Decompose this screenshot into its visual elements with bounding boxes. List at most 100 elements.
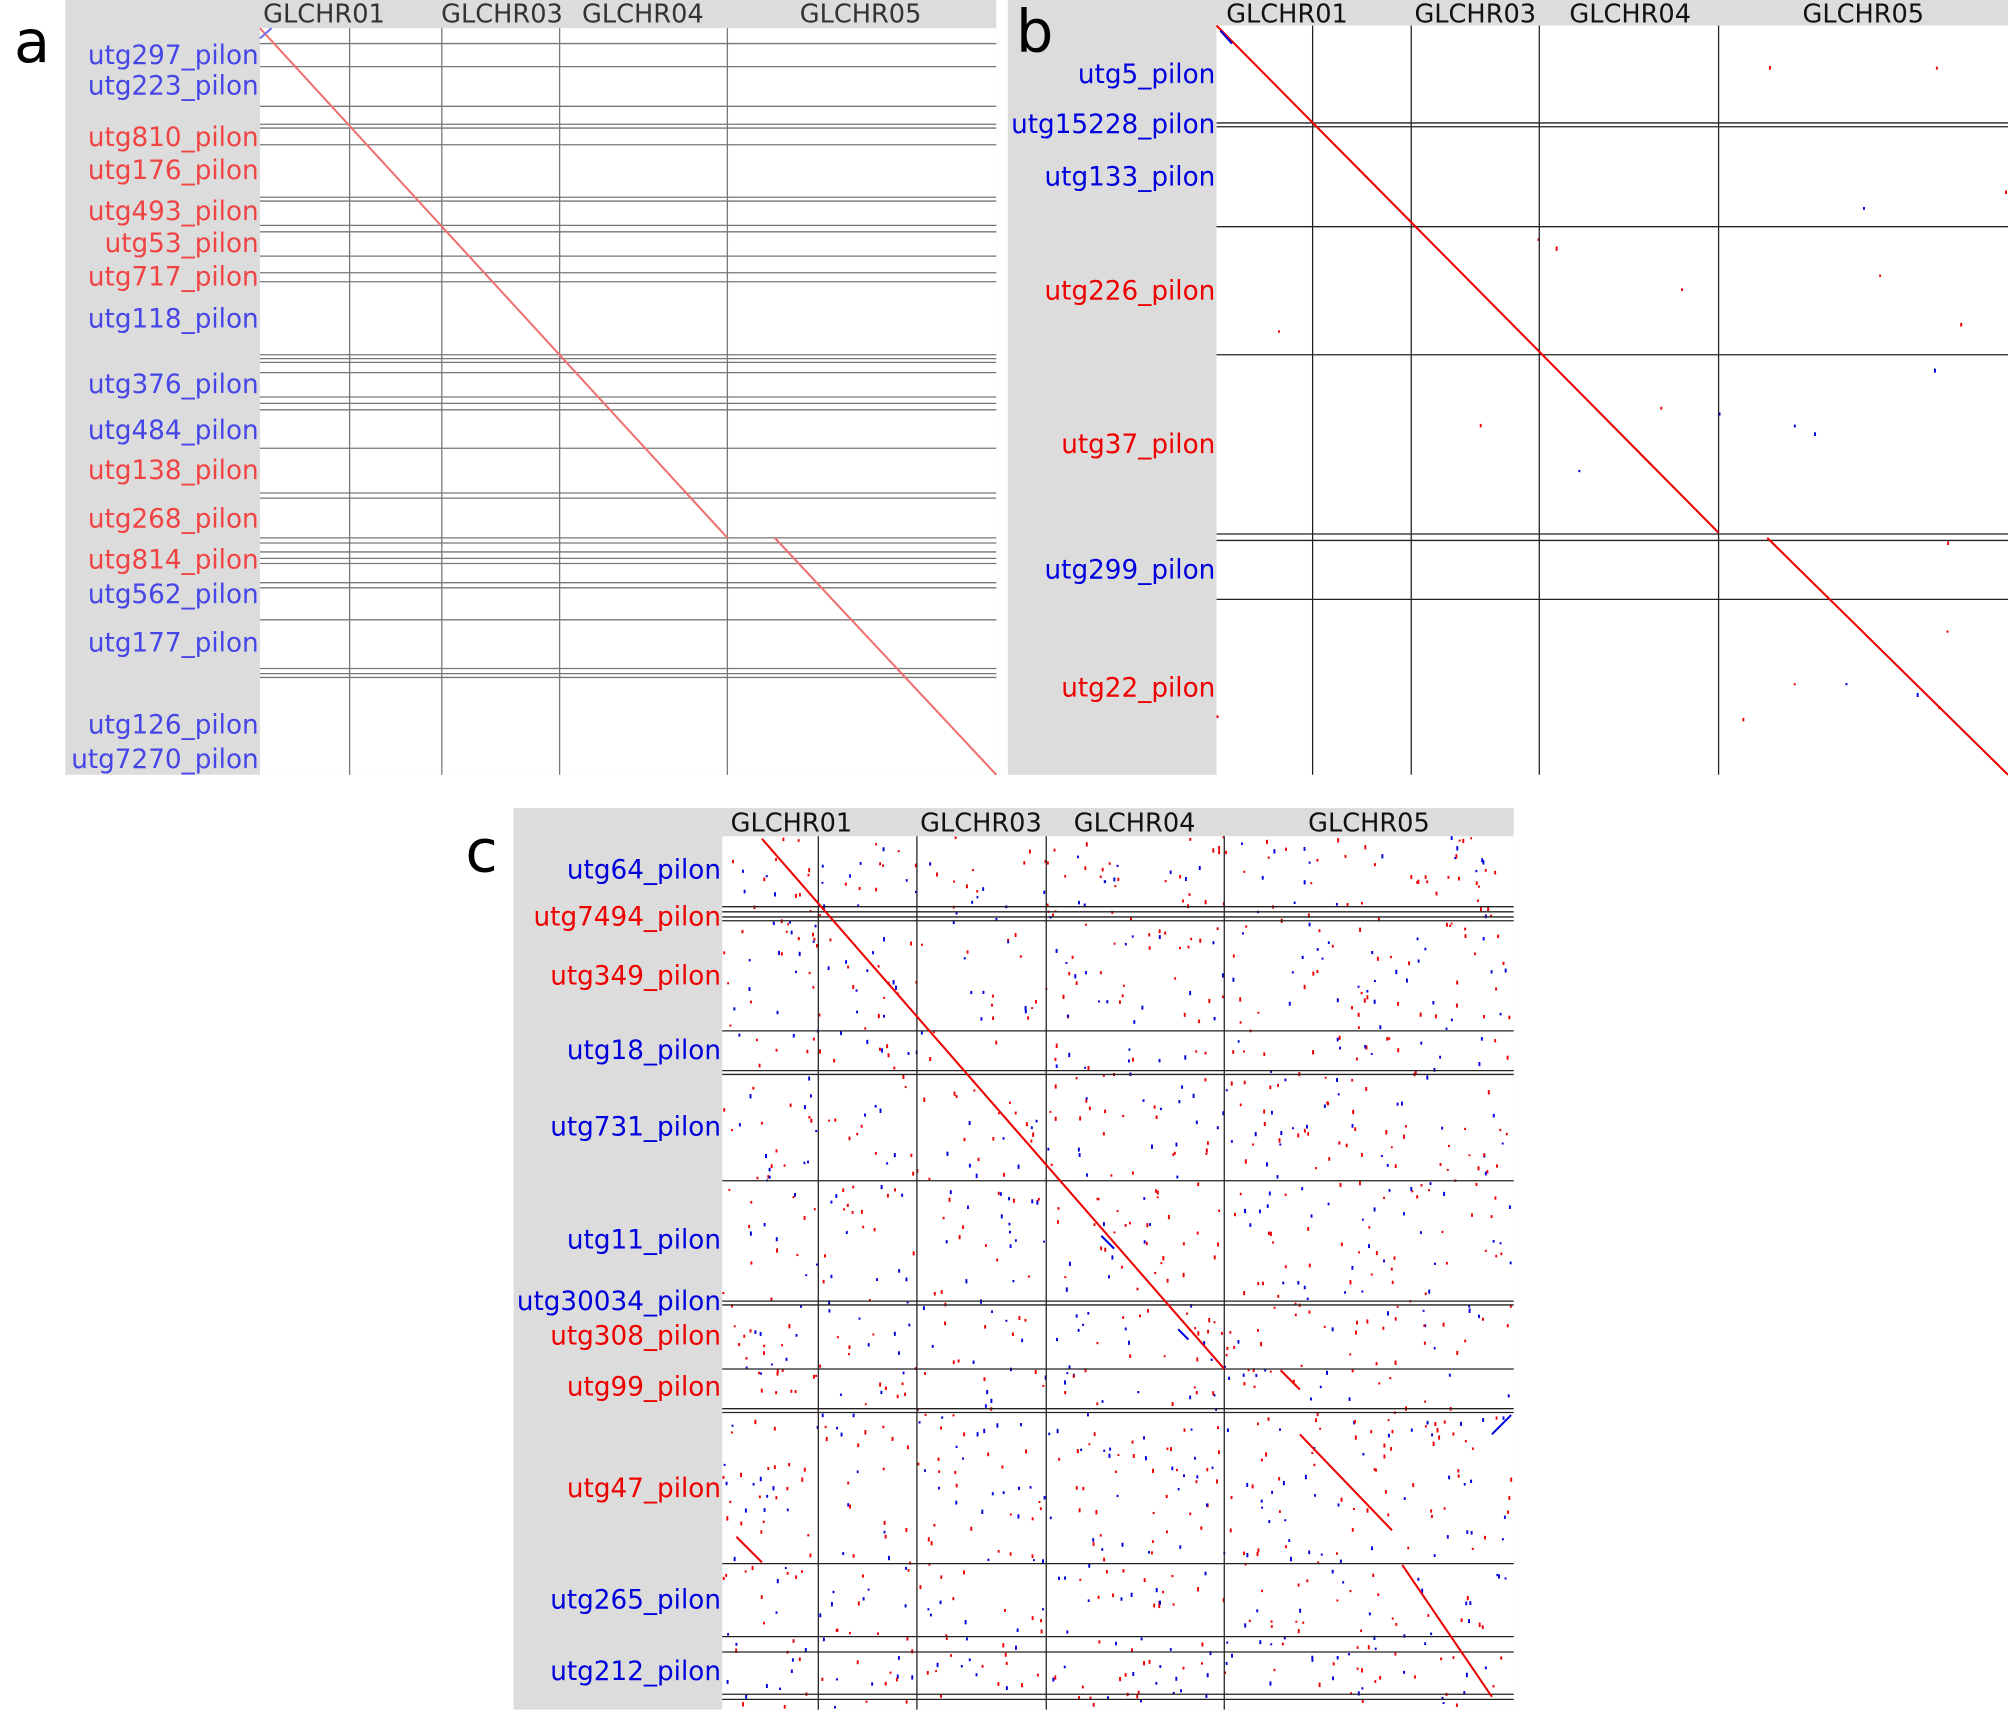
noise-dot xyxy=(995,917,998,921)
noise-dot xyxy=(1417,1577,1420,1581)
contig-label: utg37_pilon xyxy=(1061,430,1215,460)
noise-dot xyxy=(1364,845,1367,850)
noise-dot xyxy=(1229,1528,1232,1533)
noise-dot xyxy=(1255,1373,1258,1377)
noise-dot xyxy=(1358,1251,1361,1254)
noise-dot xyxy=(1458,839,1461,842)
noise-dot xyxy=(902,1371,905,1375)
noise-dot xyxy=(879,1108,882,1113)
noise-dot xyxy=(1933,368,1936,373)
noise-dot xyxy=(1005,1686,1008,1691)
noise-dot xyxy=(1482,1418,1485,1422)
noise-dot xyxy=(1419,1012,1422,1017)
noise-dot xyxy=(1303,880,1306,885)
noise-dot xyxy=(803,1216,806,1220)
noise-dot xyxy=(1303,1128,1306,1133)
noise-dot xyxy=(1350,1692,1353,1695)
noise-dot xyxy=(1424,1425,1427,1428)
noise-dot xyxy=(1260,1499,1263,1503)
noise-dot xyxy=(1164,880,1167,883)
noise-dot xyxy=(883,937,886,942)
noise-dot xyxy=(772,1486,775,1491)
noise-dot xyxy=(1004,1608,1006,1612)
noise-dot xyxy=(1432,1441,1435,1446)
contig-label: utg484_pilon xyxy=(88,416,259,446)
noise-dot xyxy=(1484,869,1487,872)
noise-dot xyxy=(797,839,800,842)
noise-dot xyxy=(1107,1696,1110,1700)
contig-label: utg11_pilon xyxy=(567,1225,721,1255)
noise-dot xyxy=(759,1476,762,1482)
noise-dot xyxy=(1209,1651,1212,1656)
noise-dot xyxy=(1260,1458,1263,1462)
noise-dot xyxy=(795,970,797,974)
noise-dot xyxy=(1371,1546,1373,1551)
noise-dot xyxy=(762,1351,765,1356)
noise-dot xyxy=(1216,715,1219,719)
contig-label: utg265_pilon xyxy=(550,1585,721,1615)
noise-dot xyxy=(1046,903,1049,907)
noise-dot xyxy=(1132,1454,1135,1458)
noise-dot xyxy=(1353,1419,1356,1424)
noise-dot xyxy=(1480,1037,1483,1041)
noise-dot xyxy=(1361,1668,1363,1673)
noise-dot xyxy=(778,950,781,956)
noise-dot xyxy=(1769,65,1771,70)
noise-dot xyxy=(931,1344,934,1348)
noise-dot xyxy=(1183,1428,1186,1432)
noise-dot xyxy=(1483,1015,1485,1019)
noise-dot xyxy=(1234,1212,1237,1217)
chromosome-label: GLCHR04 xyxy=(1569,0,1691,29)
noise-dot xyxy=(1470,837,1473,840)
noise-dot xyxy=(897,850,900,853)
noise-dot xyxy=(1288,1001,1291,1006)
noise-dot xyxy=(1497,934,1500,939)
noise-dot xyxy=(1249,1223,1252,1227)
noise-dot xyxy=(1195,1050,1198,1053)
noise-dot xyxy=(1307,1227,1310,1231)
noise-dot xyxy=(1495,1416,1498,1420)
noise-dot xyxy=(1501,1142,1504,1145)
noise-dot xyxy=(1260,1341,1263,1347)
noise-dot xyxy=(1239,1103,1242,1107)
noise-dot xyxy=(1276,1175,1279,1179)
noise-dot xyxy=(1053,848,1056,852)
noise-dot xyxy=(776,1248,778,1253)
noise-dot xyxy=(1122,1114,1125,1118)
noise-dot xyxy=(1277,1294,1280,1298)
noise-dot xyxy=(1793,424,1796,428)
noise-dot xyxy=(1189,837,1192,841)
noise-dot xyxy=(924,1413,927,1416)
noise-dot xyxy=(938,1486,940,1490)
noise-dot xyxy=(1412,1483,1415,1488)
noise-dot xyxy=(1201,1642,1204,1647)
noise-dot xyxy=(1100,1246,1103,1251)
noise-dot xyxy=(812,1037,815,1041)
noise-dot xyxy=(895,985,897,990)
noise-dot xyxy=(731,1304,734,1308)
noise-dot xyxy=(1947,541,1950,546)
noise-dot xyxy=(857,1443,860,1448)
noise-dot xyxy=(1367,1645,1370,1650)
noise-dot xyxy=(1036,1673,1039,1677)
noise-dot xyxy=(1205,1503,1208,1507)
noise-dot xyxy=(1205,1693,1208,1698)
noise-dot xyxy=(968,1121,971,1126)
noise-dot xyxy=(834,1705,836,1709)
noise-dot xyxy=(1336,1599,1339,1602)
noise-dot xyxy=(1179,875,1182,879)
noise-dot xyxy=(1005,1661,1008,1665)
noise-dot xyxy=(1201,1662,1204,1665)
noise-dot xyxy=(884,1681,887,1686)
noise-dot xyxy=(1935,66,1938,70)
noise-dot xyxy=(1190,937,1193,941)
noise-dot xyxy=(844,882,847,886)
noise-dot xyxy=(1434,1421,1437,1426)
noise-dot xyxy=(1116,1494,1119,1498)
noise-dot xyxy=(1349,1590,1352,1593)
alignment xyxy=(1177,1328,1190,1341)
noise-dot xyxy=(982,990,985,994)
noise-dot xyxy=(1020,1423,1022,1427)
noise-dot xyxy=(1148,1659,1151,1664)
noise-dot xyxy=(942,1216,945,1220)
